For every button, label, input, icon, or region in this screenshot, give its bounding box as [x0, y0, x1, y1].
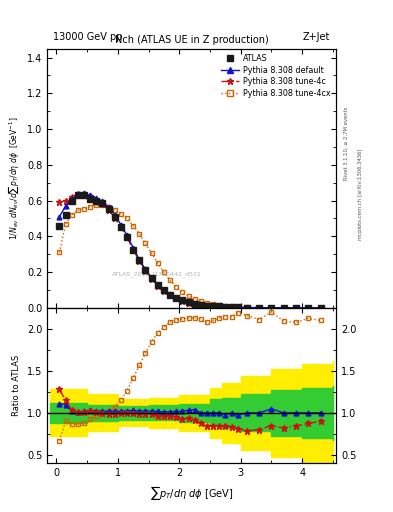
Text: mcplots.cern.ch [arXiv:1306.3436]: mcplots.cern.ch [arXiv:1306.3436]: [358, 149, 363, 240]
Legend: ATLAS, Pythia 8.308 default, Pythia 8.308 tune-4c, Pythia 8.308 tune-4cx: ATLAS, Pythia 8.308 default, Pythia 8.30…: [219, 53, 332, 99]
Text: Rivet 3.1.10, ≥ 2.7M events: Rivet 3.1.10, ≥ 2.7M events: [344, 106, 349, 180]
Text: 13000 GeV pp: 13000 GeV pp: [53, 32, 123, 42]
Text: Z+Jet: Z+Jet: [303, 32, 330, 42]
Y-axis label: Ratio to ATLAS: Ratio to ATLAS: [12, 355, 21, 416]
Y-axis label: $1/N_{ev}\ dN_{ev}/d\sum p_T/d\eta\ d\phi\ \ [\mathrm{GeV}^{-1}]$: $1/N_{ev}\ dN_{ev}/d\sum p_T/d\eta\ d\ph…: [7, 117, 21, 240]
Text: ATLAS_2019_I1720442_d531: ATLAS_2019_I1720442_d531: [112, 271, 202, 276]
Title: Nch (ATLAS UE in Z production): Nch (ATLAS UE in Z production): [115, 35, 268, 45]
X-axis label: $\sum p_T/d\eta\ d\phi\ [\mathrm{GeV}]$: $\sum p_T/d\eta\ d\phi\ [\mathrm{GeV}]$: [150, 484, 233, 502]
